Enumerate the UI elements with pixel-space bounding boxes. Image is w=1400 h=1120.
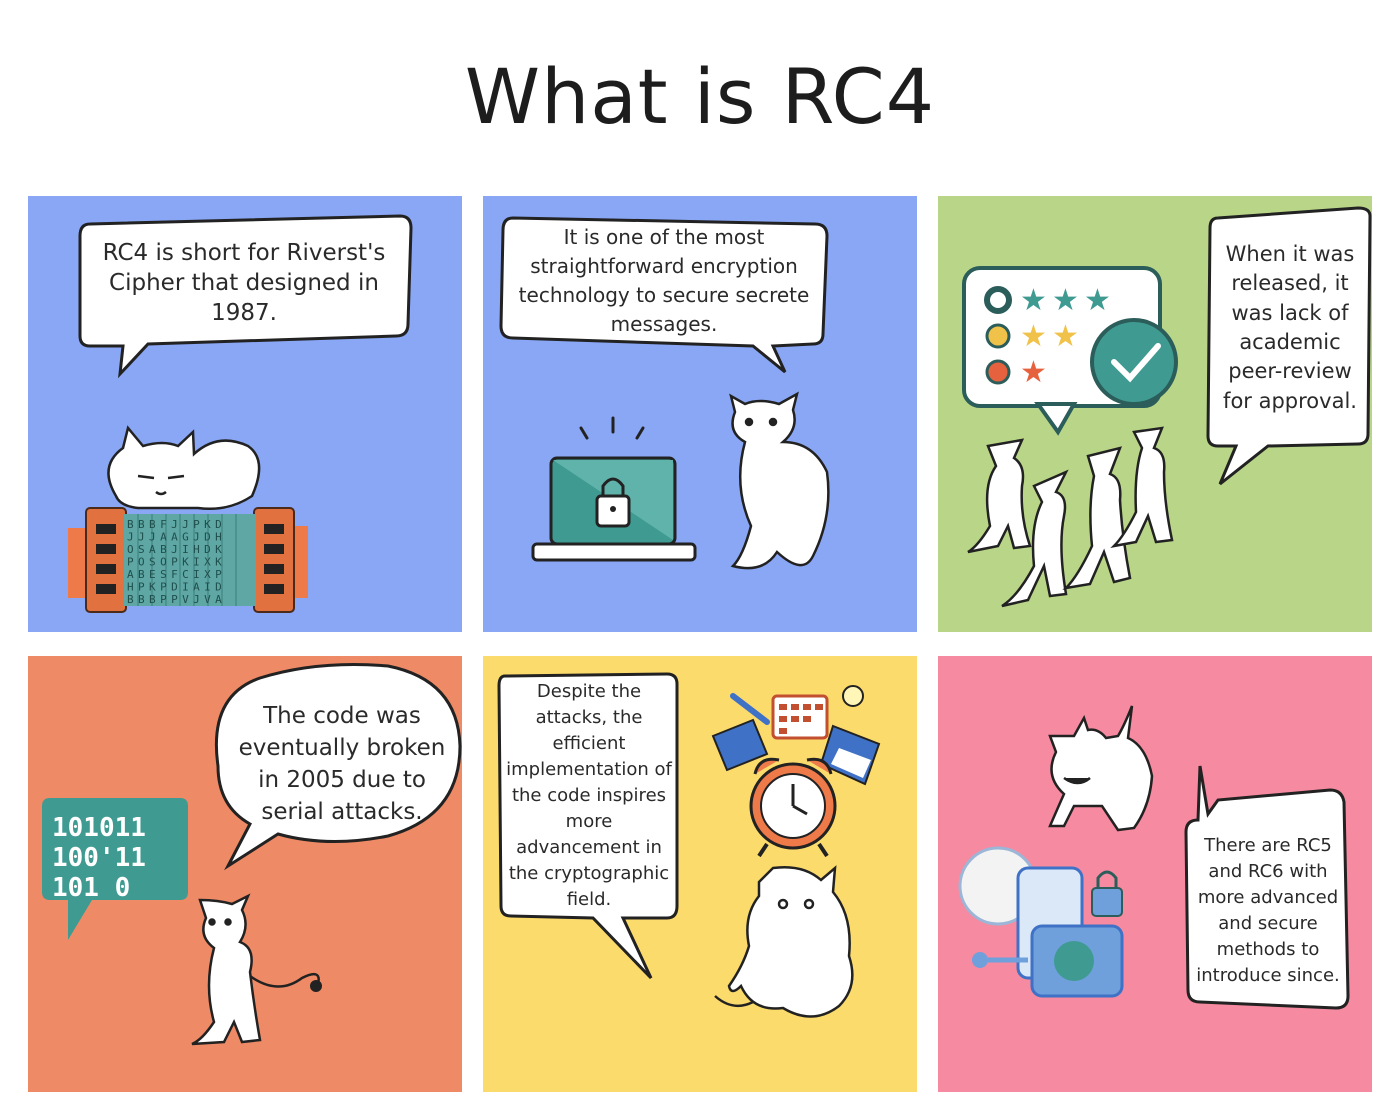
panel-5: Despite the attacks, the efficient imple… (483, 656, 917, 1092)
cat-icon (107, 425, 261, 510)
cryptex-row: BBBFJJPKD (127, 518, 226, 531)
binary-row: 101 0 (52, 873, 130, 903)
panel-3-art: ★ ★ ★ ★ ★ ★ (962, 206, 1372, 608)
panel-1: BBBFJJPKD JJJAAGJDH OSABJIHDK POSOPKIXK ABES… (28, 196, 462, 632)
panel-5-art (497, 672, 881, 1018)
cryptex-row: BBBPPVJVA (127, 593, 226, 606)
security-lock-icon (958, 846, 1124, 998)
speech-bubble (1184, 765, 1350, 1010)
speech-bubble (1206, 206, 1372, 486)
svg-text:★: ★ (1020, 355, 1047, 390)
cat-icon (1048, 705, 1154, 832)
panel-2: It is one of the most straightforward en… (483, 196, 917, 632)
speech-bubble (497, 672, 679, 980)
panel-2-text: It is one of the most straightforward en… (518, 225, 810, 336)
cryptex-row: ABESFCIXP (127, 568, 226, 581)
binary-row: 101011 (52, 813, 146, 843)
page-title: What is RC4 (464, 52, 936, 141)
office-tools-icon (711, 685, 881, 786)
panel-3-text: When it was released, it was lack of aca… (1223, 241, 1357, 413)
cryptex-row: OSABJIHDK (127, 543, 226, 556)
cat-icon (191, 893, 320, 1046)
panel-4-text: The code was eventually broken in 2005 d… (238, 702, 446, 826)
panel-6-text: There are RC5 and RC6 with more advanced… (1196, 834, 1340, 987)
binary-row: 100'11 (52, 843, 146, 873)
panel-5-text: Despite the attacks, the efficient imple… (506, 680, 672, 911)
speech-bubble (214, 663, 462, 871)
svg-text:★: ★ (1052, 319, 1079, 354)
cryptex-row: HPKPDIAID (127, 581, 226, 594)
speech-bubble (78, 214, 413, 379)
cryptex-row: POSOPKIXK (127, 556, 226, 569)
cats-cheering-icon (967, 426, 1174, 608)
svg-text:★: ★ (1020, 319, 1047, 354)
svg-text:★: ★ (1052, 283, 1079, 318)
speech-bubble (499, 216, 829, 374)
panel-1-text: RC4 is short for Riverst's Cipher that d… (102, 240, 386, 326)
cat-icon (714, 865, 854, 1018)
cat-icon (729, 391, 830, 570)
cryptex-icon: BBBFJJPKDJJJAAGJDHOSABJIHDKPOSOPKIXKABES… (68, 507, 308, 613)
alarm-clock-icon (749, 757, 837, 858)
panel-1-art: BBBFJJPKDJJJAAGJDHOSABJIHDKPOSOPKIXKABES… (68, 214, 413, 613)
svg-text:★: ★ (1020, 283, 1047, 318)
panel-6: There are RC5 and RC6 with more advanced… (938, 656, 1372, 1092)
panel-4: 101011 100'11 101 0 The code was eventuall… (28, 656, 462, 1092)
svg-text:★: ★ (1084, 283, 1111, 318)
panel-6-art (958, 705, 1350, 1010)
check-icon (1090, 318, 1178, 406)
panel-3: ★ ★ ★ ★ ★ ★ When it was released, it was la… (938, 196, 1372, 632)
cryptex-row: JJJAAGJDH (127, 531, 226, 544)
panel-2-art (499, 216, 830, 570)
laptop-lock-icon (531, 416, 697, 562)
